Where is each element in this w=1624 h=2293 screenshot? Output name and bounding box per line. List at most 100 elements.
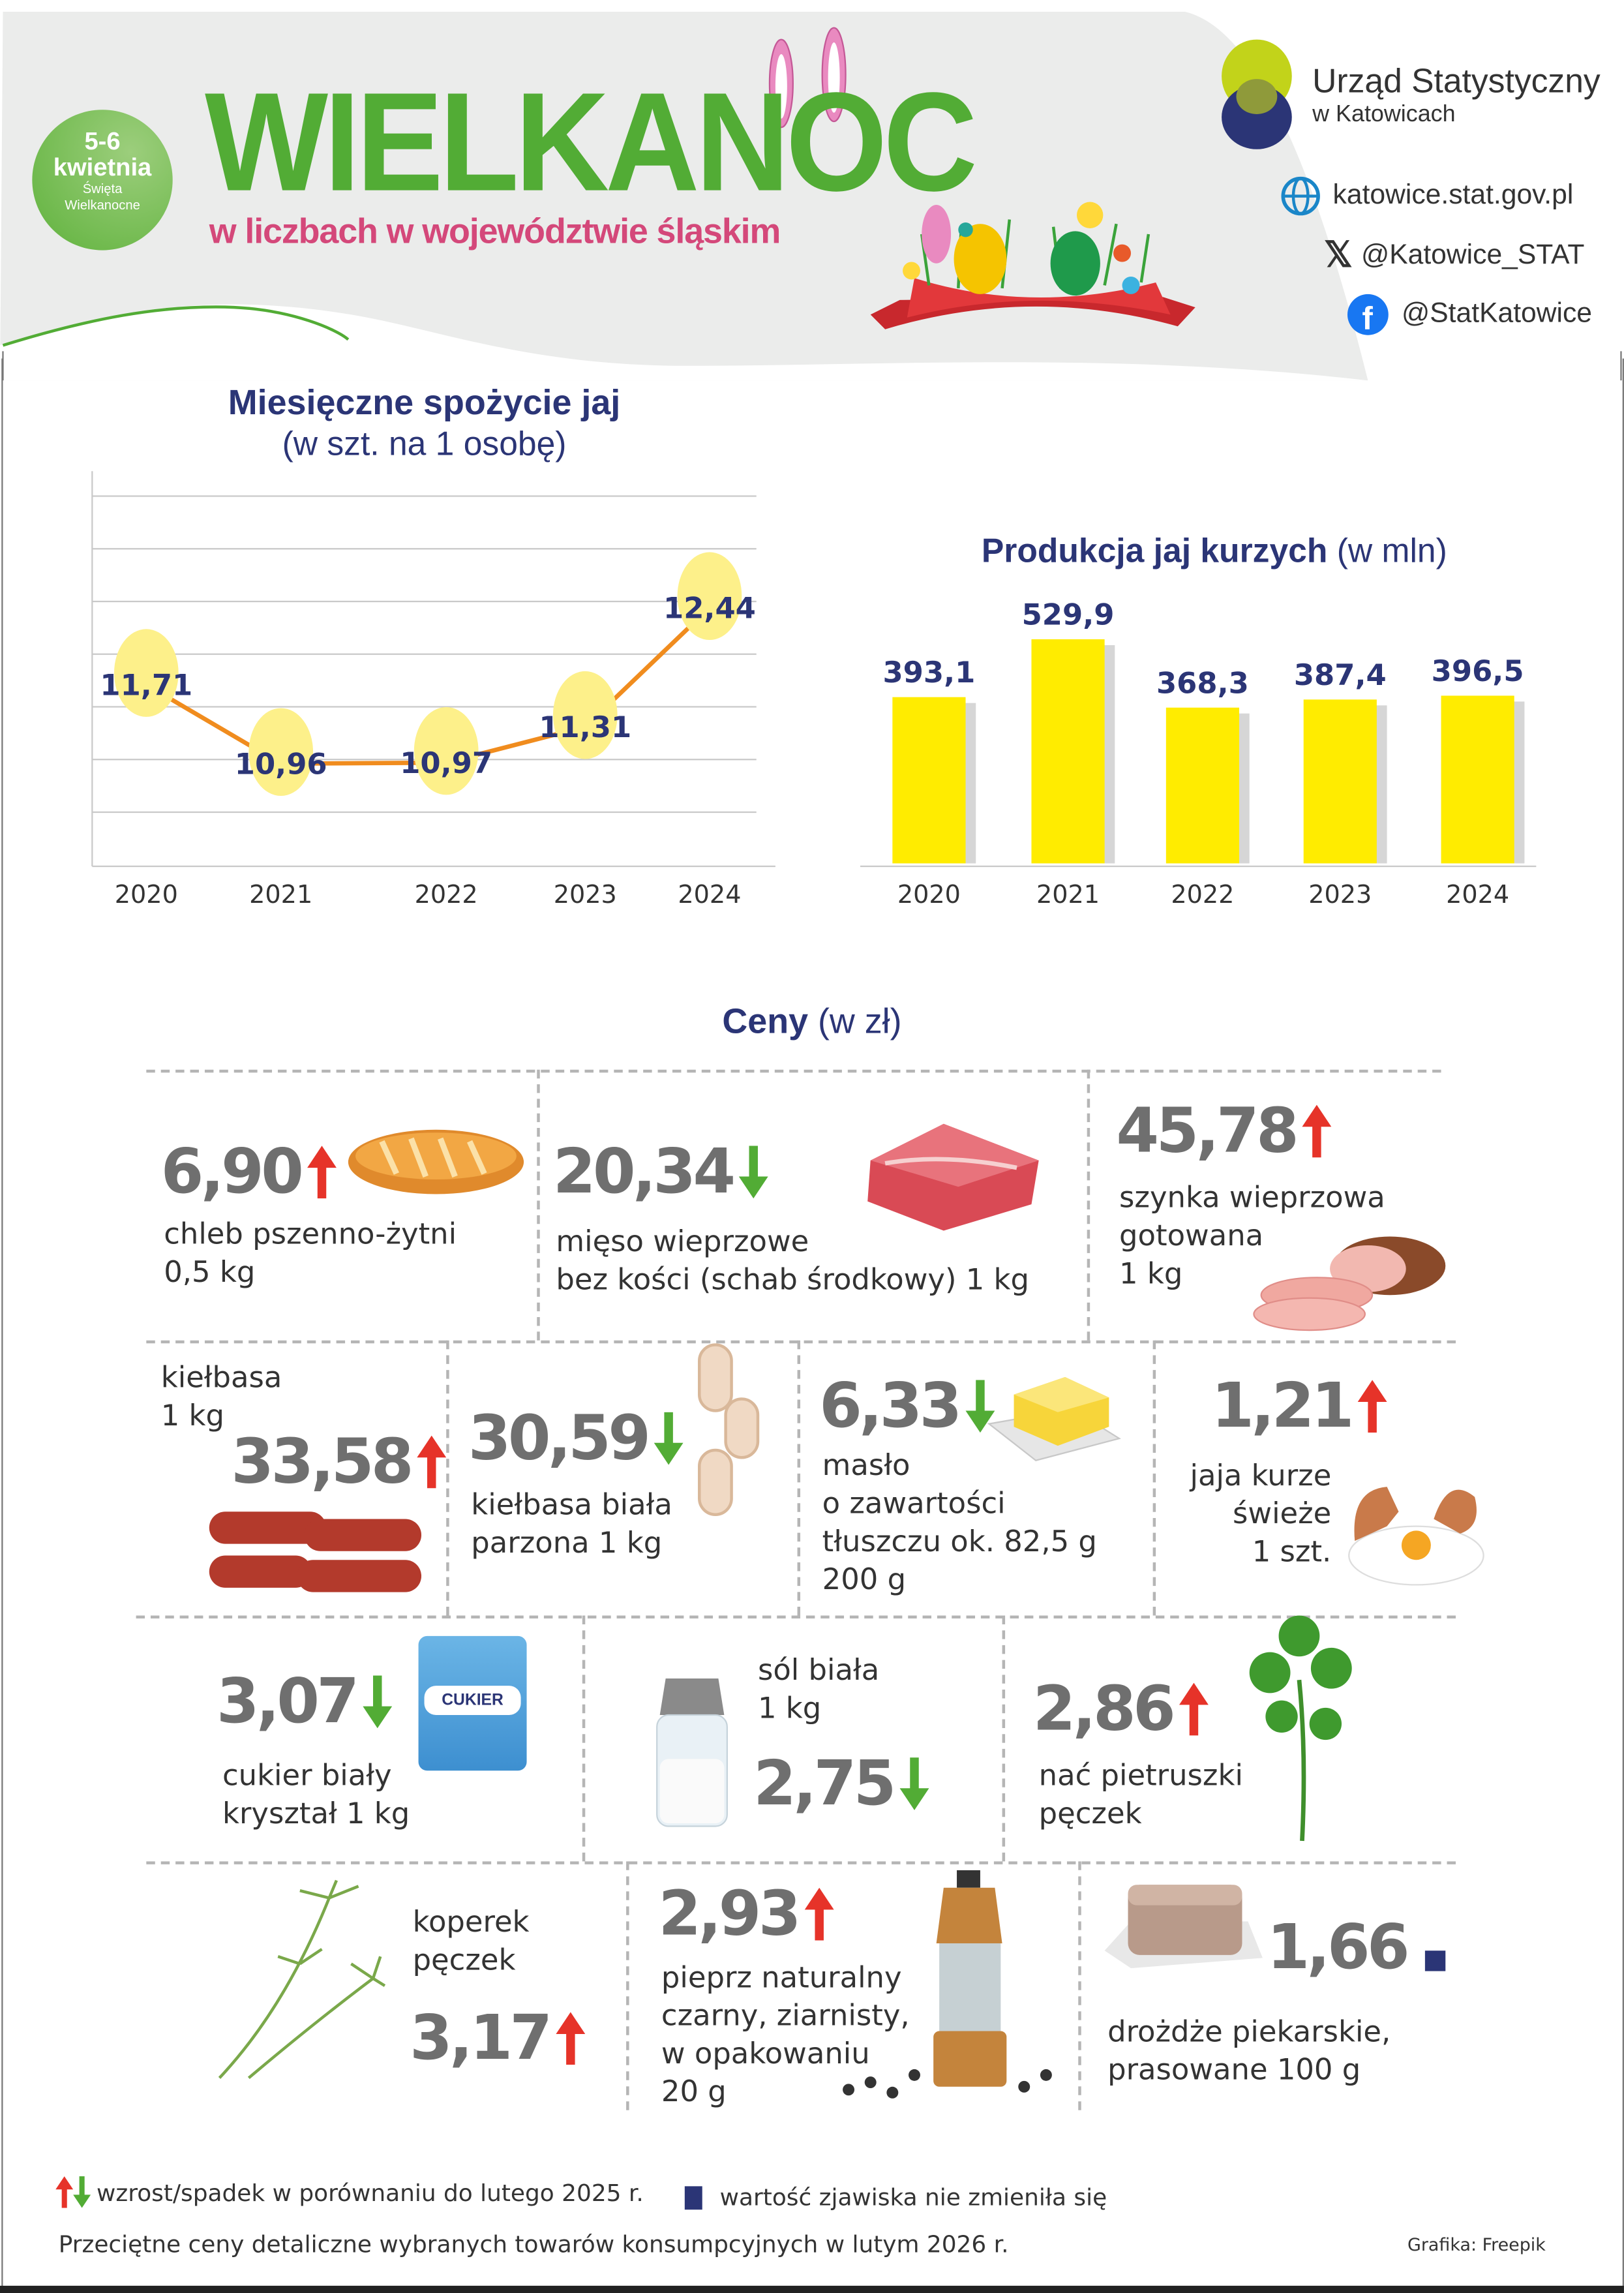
header-background — [0, 11, 1622, 381]
no-change-square-icon — [1424, 1951, 1445, 1971]
sugar-bag-text: CUKIER — [424, 1686, 521, 1716]
butter-icon — [987, 1376, 1121, 1461]
price-value: 3,17 — [410, 2001, 552, 2074]
price-parsley: 2,86 — [1033, 1678, 1209, 1740]
egg-marker — [677, 552, 742, 640]
ham-icon — [1253, 1236, 1446, 1331]
bar — [1303, 699, 1377, 864]
divider — [146, 1340, 1456, 1344]
price-value: 30,59 — [468, 1401, 651, 1474]
price-ham: 45,78 — [1116, 1094, 1331, 1166]
price-value: 1,66 — [1267, 1911, 1410, 1983]
egg-production-bar-chart: 393,1 2020 529,9 2021 368,3 2022 387,4 2023 396,… — [860, 598, 1537, 909]
divider — [1087, 1069, 1090, 1341]
arrow-up-icon — [1357, 1380, 1387, 1433]
divider — [446, 1340, 449, 1616]
chart2-unit: (w mln) — [1336, 531, 1447, 569]
price-pork: 20,34 — [552, 1135, 768, 1207]
badge-days: 5-6 — [84, 127, 121, 155]
arrow-up-icon — [555, 2012, 585, 2065]
price-eggs: 1,21 — [1211, 1369, 1387, 1442]
divider — [1002, 1615, 1006, 1862]
price-value: 20,34 — [552, 1135, 736, 1207]
bar — [1441, 695, 1514, 864]
pepper-mill-icon — [843, 1870, 1052, 2099]
egg-marker — [414, 706, 479, 795]
price-white-sausage: 30,59 — [468, 1401, 684, 1474]
footer-note: Przeciętne ceny detaliczne wybranych tow… — [58, 2230, 1009, 2258]
arrow-up-icon — [416, 1435, 446, 1489]
divider — [537, 1069, 540, 1341]
label-bread: chleb pszenno-żytni 0,5 kg — [164, 1216, 457, 1290]
x-tick-label: 2021 — [249, 880, 312, 909]
price-value: 2,75 — [753, 1747, 896, 1819]
divider — [136, 1615, 1456, 1618]
arrow-down-icon — [362, 1675, 392, 1729]
bar — [1031, 639, 1105, 864]
arrow-down-icon — [654, 1412, 684, 1465]
bread-icon — [348, 1129, 524, 1194]
white-sausage-icon — [698, 1343, 760, 1516]
price-butter: 6,33 — [819, 1374, 995, 1437]
chart2-header: Produkcja jaj kurzych (w mln) — [878, 531, 1551, 571]
org-name: Urząd Statystyczny — [1312, 61, 1601, 100]
data-label: 396,5 — [1432, 654, 1524, 688]
bunny-ears-icon — [768, 27, 847, 129]
no-change-square-icon — [684, 2185, 702, 2209]
globe-icon — [1281, 176, 1320, 216]
prices-title: Ceny — [722, 1002, 809, 1042]
chart1-subtitle: (w szt. na 1 osobę) — [282, 424, 567, 463]
divider — [626, 1861, 629, 2110]
x-link[interactable]: 𝕏 @Katowice_STAT — [1324, 234, 1584, 277]
data-label: 10,96 — [235, 746, 327, 781]
arrow-down-icon — [73, 2172, 91, 2213]
sausage-icon — [209, 1511, 422, 1592]
divider — [146, 1861, 1456, 1864]
egg-marker — [552, 671, 618, 759]
website-link[interactable]: katowice.stat.gov.pl — [1280, 175, 1574, 217]
bar — [892, 697, 966, 864]
price-value: 6,90 — [160, 1135, 304, 1207]
chart1-title: Miesięczne spożycie jaj — [228, 383, 621, 423]
legend-updown-text: wzrost/spadek w porównaniu do lutego 202… — [97, 2178, 644, 2206]
legend-same-text: wartość zjawiska nie zmieniła się — [719, 2183, 1107, 2211]
x-tick-label: 2021 — [1036, 880, 1100, 909]
arrow-up-icon — [1302, 1104, 1331, 1158]
dill-icon — [218, 1879, 386, 2080]
divider — [797, 1340, 801, 1616]
footer-credit: Grafika: Freepik — [1407, 2234, 1546, 2255]
facebook-link[interactable]: f @StatKatowice — [1346, 293, 1592, 337]
svg-text:f: f — [1362, 301, 1373, 337]
website-text: katowice.stat.gov.pl — [1332, 179, 1574, 211]
data-label: 11,31 — [539, 710, 631, 744]
label-butter: masło o zawartości tłuszczu ok. 82,5 g 2… — [822, 1447, 1097, 1597]
price-value: 45,78 — [1116, 1094, 1299, 1166]
data-label: 10,97 — [400, 746, 492, 780]
x-tick-label: 2020 — [897, 880, 961, 909]
org-city: w Katowicach — [1312, 102, 1456, 128]
divider — [146, 1069, 1441, 1073]
price-value: 1,21 — [1211, 1369, 1354, 1442]
data-label: 368,3 — [1156, 665, 1249, 700]
label-eggs: jaja kurze świeże 1 szt. — [1190, 1457, 1332, 1569]
egg-consumption-line-chart: 11,71 2020 10,96 2021 10,97 2022 11,31 2023 12,4… — [91, 471, 775, 909]
price-dill: 3,17 — [410, 2001, 585, 2074]
price-sausage: 33,58 — [231, 1425, 446, 1497]
data-label: 12,44 — [663, 590, 756, 625]
egg-icon — [1348, 1487, 1484, 1586]
bottom-bar — [0, 2285, 1624, 2293]
arrow-up-icon — [804, 1887, 834, 1941]
label-ham: szynka wieprzowa gotowana 1 kg — [1119, 1179, 1385, 1291]
data-label: 387,4 — [1294, 658, 1387, 692]
x-tick-label: 2022 — [1171, 880, 1234, 909]
price-sugar: 3,07 — [216, 1665, 392, 1737]
divider — [1078, 1861, 1081, 2110]
price-value: 33,58 — [231, 1425, 414, 1497]
facebook-icon: f — [1347, 294, 1389, 337]
price-value: 2,93 — [658, 1877, 801, 1949]
price-value: 3,07 — [216, 1665, 359, 1737]
divider — [1152, 1340, 1156, 1616]
badge-month: kwietnia — [53, 153, 152, 182]
facebook-text: @StatKatowice — [1401, 298, 1593, 329]
x-tick-label: 2022 — [415, 880, 478, 909]
